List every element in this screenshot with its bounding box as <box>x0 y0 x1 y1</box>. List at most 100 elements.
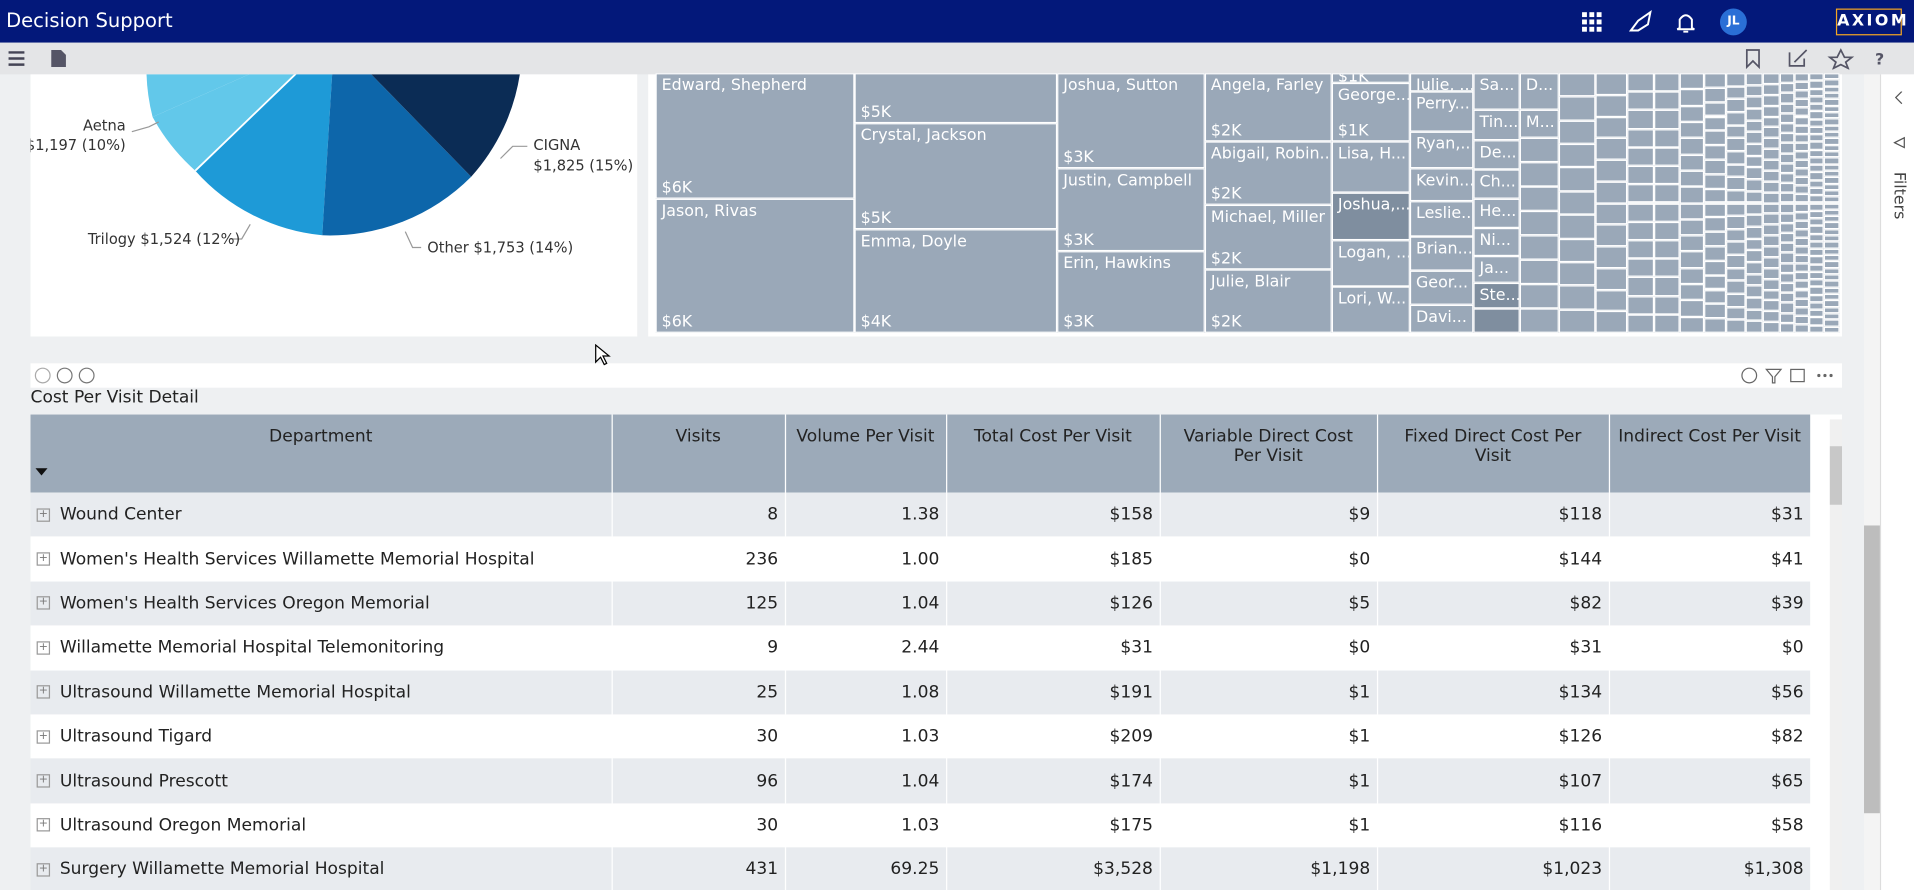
cell-value: $2K <box>1210 249 1242 269</box>
treemap-cell <box>1627 295 1655 315</box>
table-cell: 25 <box>611 670 786 715</box>
treemap-cell <box>1794 99 1810 108</box>
cell-name: Justin, Campbell <box>1063 171 1193 191</box>
treemap-cell <box>1704 101 1727 117</box>
filters-icons[interactable] <box>1893 91 1905 164</box>
department-name: Willamette Memorial Hospital Telemonitor… <box>59 638 445 658</box>
treemap-cell <box>1809 241 1824 249</box>
expand-toggle[interactable]: + <box>36 596 51 611</box>
treemap-cell <box>1519 284 1559 309</box>
expand-toggle[interactable]: + <box>36 729 51 744</box>
treemap-cell <box>1809 73 1824 81</box>
treemap-cell <box>1679 251 1705 268</box>
treemap-cell <box>1519 162 1559 187</box>
logo: AXIOM <box>1835 8 1907 36</box>
treemap-cell <box>1823 306 1840 314</box>
data-table: Department Visits Volume Per Visit Total Co… <box>30 414 1811 890</box>
table-cell: $82 <box>1376 581 1610 626</box>
cell-name: Joshua, Sutton <box>1063 76 1179 96</box>
treemap-cell <box>1823 125 1840 132</box>
treemap-cell <box>1779 123 1795 134</box>
filters-panel[interactable]: Filters <box>1879 74 1914 890</box>
treemap-cell <box>1779 173 1795 184</box>
treemap-cell <box>1519 259 1559 285</box>
cell-name: Erin, Hawkins <box>1063 254 1171 274</box>
treemap-cell <box>1809 149 1824 158</box>
cell-name: Jason, Rivas <box>661 202 757 221</box>
scrollbar[interactable] <box>1829 419 1843 890</box>
treemap-cell <box>1679 89 1705 106</box>
treemap-cell: M... <box>1519 109 1559 138</box>
treemap-cell: Joshua,... <box>1331 192 1410 241</box>
treemap-cell <box>1627 240 1655 259</box>
pie-label: Aetna <box>83 117 126 134</box>
table-cell: $126 <box>1376 714 1610 759</box>
treemap-cell <box>1794 185 1810 195</box>
expand-toggle[interactable]: + <box>36 774 51 788</box>
cell-name: Michael, Miller <box>1210 208 1326 227</box>
toolbar-right-icons[interactable]: ? <box>1743 48 1889 70</box>
treemap-cell <box>1779 113 1795 124</box>
top-icons[interactable] <box>1582 9 1741 34</box>
expand-toggle[interactable]: + <box>36 641 51 655</box>
treemap-cell <box>1745 108 1763 121</box>
table-cell: 30 <box>611 803 786 848</box>
expand-toggle[interactable]: + <box>36 552 51 566</box>
pie-panel: Aetna $1,197 (10%) CIGNA $1,825 (15%) Tr… <box>26 35 638 337</box>
treemap-cell <box>1823 99 1840 106</box>
pie-label: $1,524 (12%) <box>140 231 240 248</box>
treemap-cell <box>1745 96 1763 109</box>
expand-toggle[interactable]: + <box>36 818 51 833</box>
treemap-cell <box>1704 231 1727 247</box>
treemap-cell <box>1762 192 1780 203</box>
treemap-cell <box>1726 202 1746 216</box>
drill-icons[interactable] <box>34 367 107 384</box>
treemap-cell <box>1654 202 1680 222</box>
treemap-cell <box>1745 167 1763 180</box>
treemap-cell <box>1794 220 1810 229</box>
cell-name: Davi... <box>1416 308 1467 327</box>
treemap-cell <box>1823 112 1840 119</box>
treemap-cell: Logan, ... <box>1331 240 1410 287</box>
filters-label[interactable]: Filters <box>1889 171 1908 220</box>
toolbar-left-icons[interactable] <box>7 49 70 69</box>
table-cell: 69.25 <box>784 847 947 890</box>
treemap-cell <box>1794 315 1810 325</box>
treemap-cell <box>1794 177 1810 186</box>
treemap-cell <box>1762 127 1780 139</box>
expand-toggle[interactable]: + <box>36 862 51 877</box>
cell-name: Ja... <box>1479 259 1510 278</box>
treemap-cell <box>1679 219 1705 236</box>
user-avatar[interactable]: JL <box>1719 8 1747 36</box>
treemap-cell <box>1558 73 1596 97</box>
cell-name: Lori, W... <box>1337 290 1407 309</box>
treemap-cell <box>1595 202 1628 225</box>
table-action-icons[interactable] <box>1739 366 1839 386</box>
treemap-cell <box>1779 192 1795 203</box>
treemap-cell <box>1762 94 1780 106</box>
treemap-cell <box>1627 202 1655 222</box>
treemap-cell: Julie, ... <box>1409 73 1474 92</box>
treemap-cell <box>1794 272 1810 281</box>
treemap-cell <box>1654 147 1680 166</box>
table-cell: $82 <box>1608 714 1811 759</box>
treemap-cell <box>1823 86 1840 93</box>
table-cell: $31 <box>946 625 1161 671</box>
table-cell: $65 <box>1608 758 1811 804</box>
table-row: + Ultrasound Willamette Memorial Hospital… <box>30 670 1811 715</box>
treemap-cell: Ja... <box>1473 256 1520 283</box>
treemap-cell <box>1762 267 1780 279</box>
page-scrollbar[interactable] <box>1864 74 1880 890</box>
treemap-cell <box>1762 202 1780 214</box>
table-cell: $58 <box>1608 803 1811 848</box>
table-cell: 1.04 <box>784 758 947 804</box>
department-name: Ultrasound Tigard <box>59 726 213 747</box>
expand-toggle[interactable]: + <box>36 685 51 699</box>
table-cell: $1,023 <box>1376 847 1610 890</box>
expand-toggle[interactable]: + <box>36 508 51 522</box>
treemap-cell <box>1745 214 1763 227</box>
department-name: Ultrasound Oregon Memorial <box>59 815 307 836</box>
treemap-cell <box>1809 225 1824 234</box>
treemap-cell <box>1704 87 1727 102</box>
sort-indicator[interactable] <box>35 468 50 478</box>
